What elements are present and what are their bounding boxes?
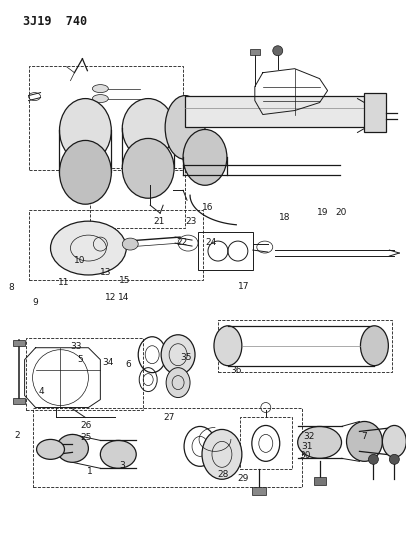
Text: 9: 9: [32, 298, 38, 307]
Bar: [314, 477, 326, 485]
Text: 13: 13: [100, 269, 111, 277]
Ellipse shape: [346, 422, 383, 462]
Ellipse shape: [92, 94, 108, 102]
Bar: [252, 487, 266, 495]
Bar: [28, 66, 183, 171]
Ellipse shape: [298, 426, 341, 458]
Text: 27: 27: [163, 414, 175, 422]
Bar: [13, 398, 24, 403]
Text: 32: 32: [303, 432, 315, 441]
Text: 36: 36: [230, 366, 242, 375]
Bar: [13, 340, 24, 346]
Text: 19: 19: [317, 208, 329, 217]
Circle shape: [273, 46, 283, 56]
Text: 26: 26: [80, 422, 92, 430]
Ellipse shape: [214, 326, 242, 366]
Text: 1: 1: [87, 466, 93, 475]
Bar: [250, 49, 260, 55]
Bar: [185, 95, 384, 127]
Text: 3: 3: [120, 461, 125, 470]
Text: 16: 16: [202, 203, 213, 212]
Text: 4: 4: [38, 387, 44, 396]
Text: 11: 11: [58, 278, 69, 287]
Text: 17: 17: [239, 281, 250, 290]
Ellipse shape: [59, 140, 112, 204]
Ellipse shape: [92, 85, 108, 93]
Ellipse shape: [59, 99, 112, 163]
Ellipse shape: [57, 434, 88, 462]
Text: 35: 35: [181, 353, 192, 362]
Text: 34: 34: [103, 358, 114, 367]
Text: 14: 14: [118, 293, 129, 302]
Bar: [218, 320, 392, 372]
Text: 3J19  740: 3J19 740: [23, 15, 87, 28]
Text: 5: 5: [77, 355, 83, 364]
Text: 10: 10: [74, 256, 85, 264]
Ellipse shape: [122, 238, 138, 250]
Text: 12: 12: [105, 293, 116, 302]
Text: 28: 28: [217, 470, 229, 479]
Ellipse shape: [361, 326, 388, 366]
Ellipse shape: [383, 425, 406, 457]
Text: 30: 30: [299, 450, 311, 459]
Bar: [33, 408, 302, 487]
Text: 21: 21: [153, 217, 164, 226]
Text: 23: 23: [186, 217, 197, 226]
Bar: [90, 168, 185, 228]
Bar: [364, 93, 386, 133]
Ellipse shape: [122, 99, 174, 158]
Text: 6: 6: [126, 360, 131, 369]
Ellipse shape: [165, 95, 205, 159]
Ellipse shape: [161, 335, 195, 375]
Ellipse shape: [122, 139, 174, 198]
Ellipse shape: [37, 439, 64, 459]
Text: 25: 25: [80, 433, 92, 442]
Text: 24: 24: [205, 238, 217, 247]
Text: 2: 2: [14, 431, 20, 440]
Ellipse shape: [183, 130, 227, 185]
Text: 22: 22: [177, 238, 188, 247]
Text: 29: 29: [238, 474, 249, 483]
Text: 33: 33: [70, 342, 81, 351]
Bar: [198, 232, 253, 270]
Ellipse shape: [202, 430, 242, 479]
Text: 7: 7: [361, 432, 367, 441]
Bar: [26, 338, 143, 409]
Bar: [28, 210, 203, 280]
Circle shape: [368, 454, 379, 464]
Text: 18: 18: [279, 213, 290, 222]
Bar: [240, 417, 292, 469]
Text: 8: 8: [8, 283, 14, 292]
Text: 20: 20: [336, 208, 347, 217]
Text: 15: 15: [119, 276, 130, 285]
Ellipse shape: [166, 368, 190, 398]
Text: 31: 31: [301, 441, 313, 450]
Circle shape: [389, 454, 399, 464]
Ellipse shape: [50, 221, 126, 275]
Ellipse shape: [101, 440, 136, 469]
